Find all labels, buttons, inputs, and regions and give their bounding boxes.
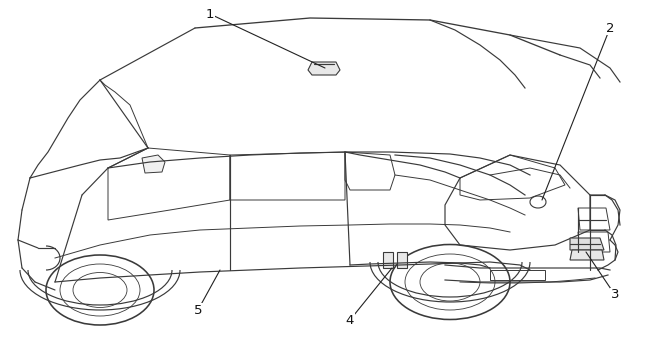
Polygon shape (142, 155, 165, 173)
Polygon shape (383, 252, 393, 268)
Text: 4: 4 (346, 313, 354, 327)
Text: 2: 2 (606, 22, 614, 34)
Text: 5: 5 (194, 304, 202, 316)
Text: 1: 1 (206, 7, 215, 21)
Polygon shape (397, 252, 407, 268)
Text: 3: 3 (611, 288, 619, 302)
Polygon shape (570, 250, 604, 260)
Polygon shape (570, 238, 604, 250)
Polygon shape (308, 62, 340, 75)
